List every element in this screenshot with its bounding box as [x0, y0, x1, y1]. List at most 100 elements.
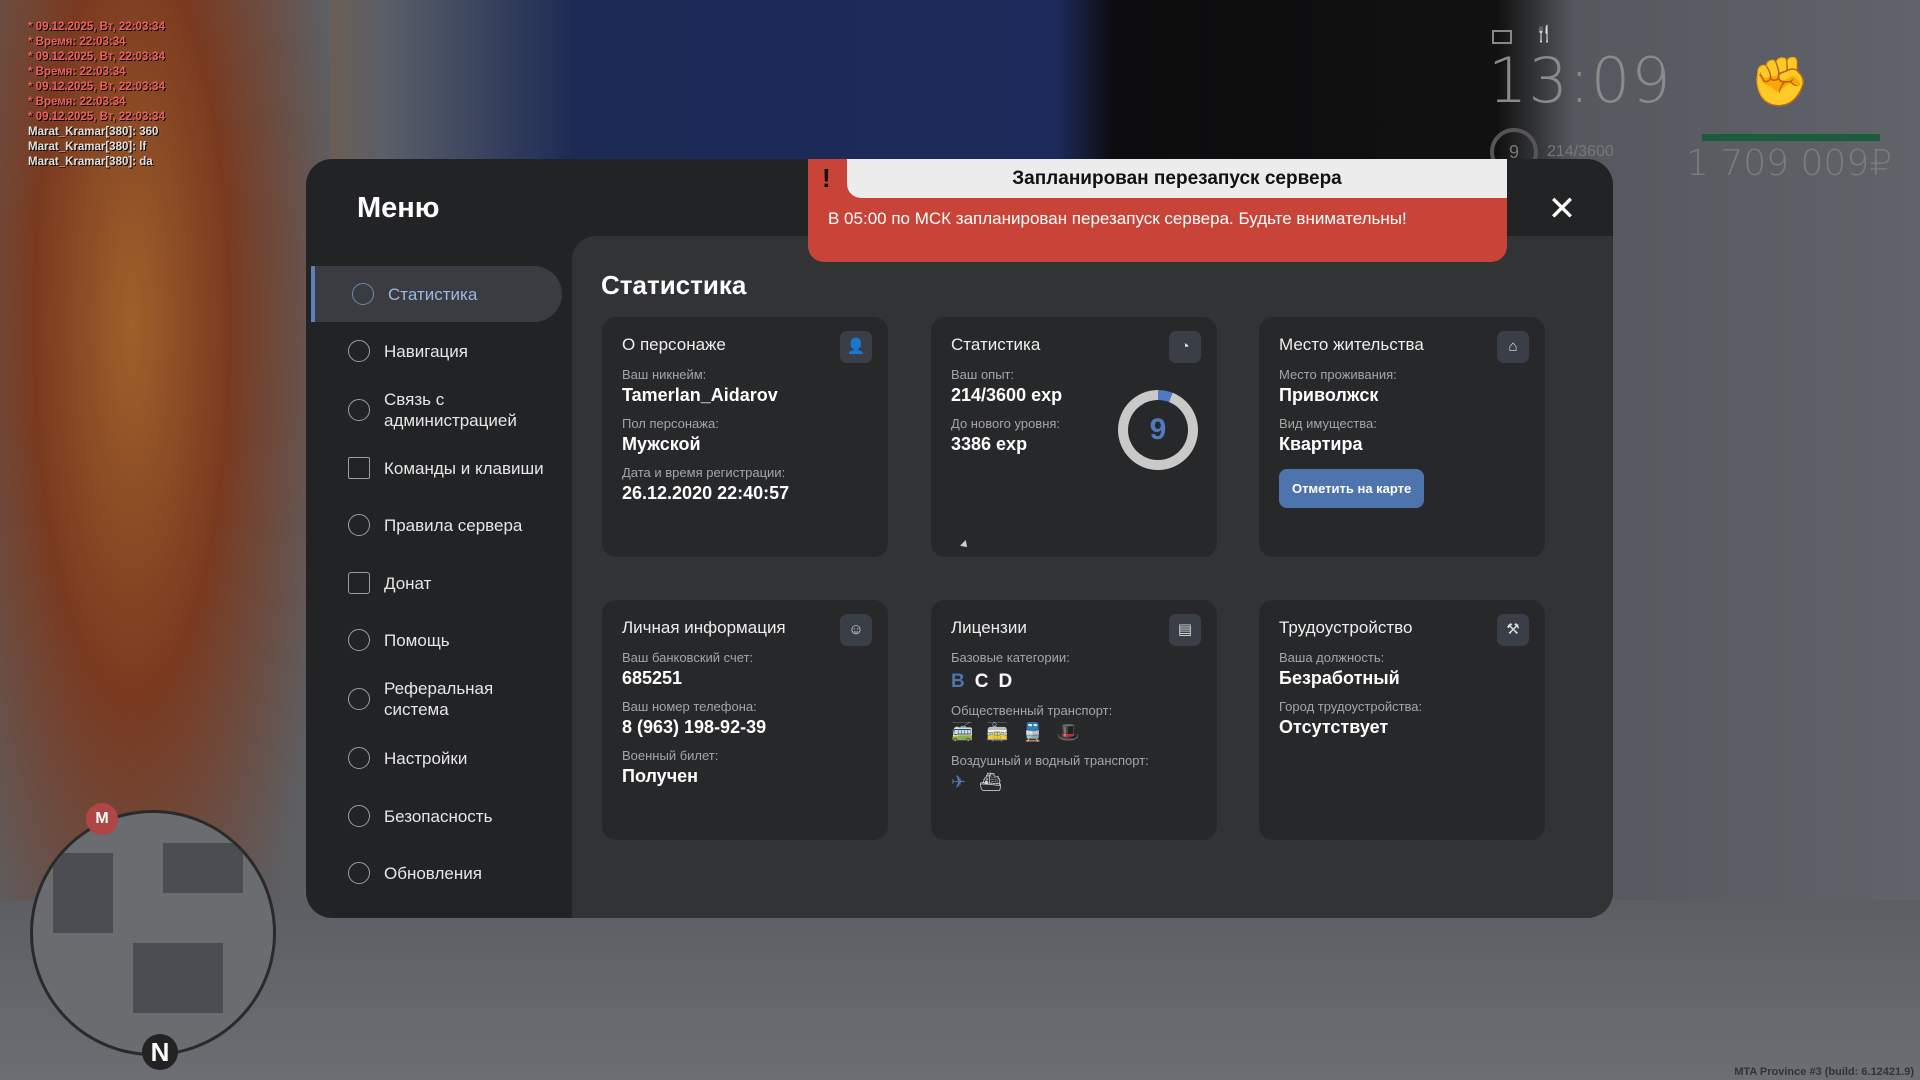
phone-label: Ваш номер телефона:: [622, 699, 757, 714]
menu-window: Меню Статистика Навигация Связь с админи…: [306, 159, 1613, 918]
reg-label: Дата и время регистрации:: [622, 465, 786, 480]
compass-icon: [348, 340, 370, 362]
exp-value: 214/3600 exp: [951, 385, 1063, 405]
chat-log: * 09.12.2025, Вт, 22:03:34 * Время: 22:0…: [28, 20, 165, 170]
sidebar-item-settings[interactable]: Настройки: [311, 730, 562, 786]
chat-line: * 09.12.2025, Вт, 22:03:34: [28, 51, 165, 63]
military-label: Военный билет:: [622, 748, 719, 763]
sidebar-item-security[interactable]: Безопасность: [311, 788, 562, 844]
driver-cap-icon: 🎩: [1057, 722, 1080, 742]
card-residence: Место жительства ⌂ Место проживания: При…: [1259, 317, 1545, 557]
phone-value: 8 (963) 198-92-39: [622, 717, 767, 737]
sidebar-item-help[interactable]: Помощь: [311, 612, 562, 668]
scales-icon: [348, 514, 370, 536]
chat-line: * Время: 22:03:34: [28, 96, 126, 108]
pie-chart-icon: [352, 283, 374, 305]
sidebar-item-navigation[interactable]: Навигация: [311, 323, 562, 379]
property-value: Квартира: [1279, 434, 1363, 454]
exclamation-icon: !: [822, 163, 831, 193]
sidebar-item-commands[interactable]: Команды и клавиши: [311, 440, 562, 496]
chat-line: * 09.12.2025, Вт, 22:03:34: [28, 111, 165, 123]
air-water-label: Воздушный и водный транспорт:: [951, 753, 1149, 768]
job-city-label: Город трудоустройства:: [1279, 699, 1423, 714]
category-d: D: [998, 671, 1013, 692]
minimap-marker: M: [86, 803, 118, 835]
sex-label: Пол персонажа:: [622, 416, 719, 431]
sidebar-item-admin-contact[interactable]: Связь с администрацией: [311, 382, 562, 438]
compass-north: N: [142, 1034, 178, 1070]
property-label: Вид имущества:: [1279, 416, 1377, 431]
game-ground: [0, 900, 1920, 1080]
trolleybus-icon: 🚎: [951, 722, 974, 742]
place-label: Место проживания:: [1279, 367, 1397, 382]
category-c: C: [974, 671, 989, 692]
base-categories-label: Базовые категории:: [951, 650, 1070, 665]
tram-icon: 🚋: [986, 722, 1009, 742]
next-level-value: 3386 exp: [951, 434, 1028, 454]
exp-label: Ваш опыт:: [951, 367, 1015, 382]
chat-line: * 09.12.2025, Вт, 22:03:34: [28, 21, 165, 33]
hud-exp: 214/3600: [1547, 143, 1614, 160]
refresh-check-icon: [348, 862, 370, 884]
build-info: MTA Province #3 (build: 6.12421.9): [1734, 1066, 1914, 1078]
reg-value: 26.12.2020 22:40:57: [622, 483, 790, 503]
public-transport-label: Общественный транспорт:: [951, 703, 1113, 718]
position-value: Безработный: [1279, 668, 1400, 688]
people-icon: [348, 688, 370, 710]
military-value: Получен: [622, 766, 699, 786]
card-title: Личная информация: [622, 618, 786, 637]
server-restart-alert: ! Запланирован перезапуск сервера В 05:0…: [808, 159, 1507, 262]
card-personal: Личная информация ☺ Ваш банковский счет:…: [602, 600, 888, 840]
card-statistics: Статистика ◔ Ваш опыт: 214/3600 exp До н…: [931, 317, 1217, 557]
train-icon: 🚆: [1021, 722, 1045, 742]
sidebar-item-referral[interactable]: Реферальная система: [311, 671, 562, 727]
close-icon[interactable]: ✕: [1547, 190, 1577, 228]
nick-label: Ваш никнейм:: [622, 367, 707, 382]
fist-weapon-icon: ✊: [1750, 56, 1810, 109]
chat-line: * 09.12.2025, Вт, 22:03:34: [28, 81, 165, 93]
user-circle-icon: ☺: [840, 614, 872, 646]
id-card-icon: ▤: [1169, 614, 1201, 646]
card-title: Лицензии: [951, 618, 1027, 637]
mark-on-map-button[interactable]: Отметить на карте: [1279, 469, 1425, 508]
next-level-label: До нового уровня:: [951, 416, 1061, 431]
bank-value: 685251: [622, 668, 683, 688]
sidebar-item-rules[interactable]: Правила сервера: [311, 497, 562, 553]
hud-money: 1 709 009₽: [1686, 143, 1893, 184]
chat-line: Marat_Kramar[380]: lf: [28, 141, 147, 153]
sidebar-item-updates[interactable]: Обновления: [311, 845, 562, 901]
alert-title: Запланирован перезапуск сервера: [847, 159, 1507, 198]
gear-icon: [348, 747, 370, 769]
sidebar-item-donate[interactable]: Донат: [311, 555, 562, 611]
alert-message: В 05:00 по МСК запланирован перезапуск с…: [828, 209, 1407, 228]
chat-line: Marat_Kramar[380]: 360: [28, 126, 159, 138]
airplane-icon: ✈: [951, 772, 967, 792]
house-icon: ⌂: [1497, 331, 1529, 363]
wallet-icon: [348, 572, 370, 594]
sex-value: Мужской: [622, 434, 701, 454]
pie-chart-icon: ◔: [1169, 331, 1201, 363]
hud-clock: 13:09: [1488, 44, 1672, 117]
mail-icon: [1492, 30, 1512, 44]
chat-line: * Время: 22:03:34: [28, 66, 126, 78]
sidebar-item-statistics[interactable]: Статистика: [311, 266, 562, 322]
category-b: B: [951, 671, 965, 692]
document-icon: [348, 457, 370, 479]
page-title: Статистика: [601, 270, 747, 300]
user-icon: 👤: [840, 331, 872, 363]
job-city-value: Отсутствует: [1279, 717, 1389, 737]
level-number: 9: [1128, 400, 1188, 460]
bank-label: Ваш банковский счет:: [622, 650, 754, 665]
hunger-icon: 🍴: [1534, 26, 1554, 43]
chat-line: Marat_Kramar[380]: da: [28, 156, 153, 168]
health-bar: [1702, 134, 1880, 141]
ship-icon: ⛴: [979, 772, 1002, 792]
card-title: Статистика: [951, 335, 1041, 354]
card-employment: Трудоустройство ⚒ Ваша должность: Безраб…: [1259, 600, 1545, 840]
menu-title: Меню: [357, 192, 440, 224]
card-character: О персонаже 👤 Ваш никнейм: Tamerlan_Aida…: [602, 317, 888, 557]
position-label: Ваша должность:: [1279, 650, 1385, 665]
chat-line: * Время: 22:03:34: [28, 36, 126, 48]
